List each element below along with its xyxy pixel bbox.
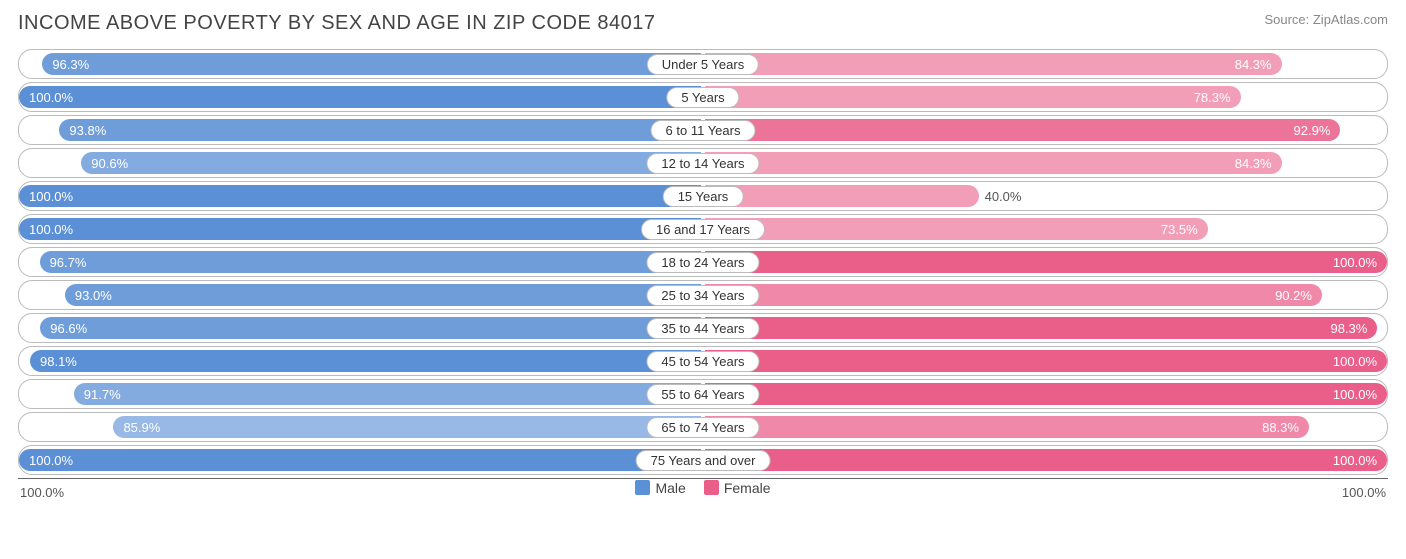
chart-row: 100.0% 40.0% 15 Years [18,181,1388,211]
male-bar: 85.9% [113,416,701,438]
chart-row: 96.3%84.3%Under 5 Years [18,49,1388,79]
axis-right-label: 100.0% [1342,485,1386,500]
chart-row: 98.1%100.0%45 to 54 Years [18,346,1388,376]
male-half: 90.6% [19,149,703,177]
female-bar: 92.9% [705,119,1340,141]
female-bar: 100.0% [705,350,1387,372]
female-bar: 78.3% [705,86,1241,108]
chart-row: 93.8%92.9%6 to 11 Years [18,115,1388,145]
chart-row: 100.0%78.3%5 Years [18,82,1388,112]
category-label: 45 to 54 Years [646,351,759,372]
female-half: 90.2% [703,281,1387,309]
female-bar: 84.3% [705,53,1282,75]
female-half: 84.3% [703,149,1387,177]
male-half: 93.8% [19,116,703,144]
male-bar: 100.0% [19,449,701,471]
female-value-label: 40.0% [985,189,1022,204]
category-label: 18 to 24 Years [646,252,759,273]
male-bar: 96.7% [40,251,701,273]
category-label: 55 to 64 Years [646,384,759,405]
legend-female: Female [704,480,771,496]
chart-row: 100.0%73.5%16 and 17 Years [18,214,1388,244]
female-half: 100.0% [703,248,1387,276]
chart-rows: 96.3%84.3%Under 5 Years100.0%78.3%5 Year… [18,49,1388,479]
poverty-diverging-bar-chart: INCOME ABOVE POVERTY BY SEX AND AGE IN Z… [0,0,1406,508]
male-swatch [635,480,650,495]
chart-row: 90.6%84.3%12 to 14 Years [18,148,1388,178]
chart-row: 93.0%90.2%25 to 34 Years [18,280,1388,310]
category-label: 35 to 44 Years [646,318,759,339]
male-bar: 100.0% [19,86,701,108]
male-half: 91.7% [19,380,703,408]
legend-female-label: Female [724,480,771,496]
female-bar: 100.0% [705,449,1387,471]
male-half: 100.0% [19,215,703,243]
axis-left-label: 100.0% [20,485,64,500]
chart-row: 85.9%88.3%65 to 74 Years [18,412,1388,442]
female-half: 73.5% [703,215,1387,243]
header-row: INCOME ABOVE POVERTY BY SEX AND AGE IN Z… [18,12,1388,35]
category-label: 12 to 14 Years [646,153,759,174]
female-bar [705,185,979,207]
female-half: 78.3% [703,83,1387,111]
male-half: 100.0% [19,182,703,210]
male-bar: 93.0% [65,284,701,306]
chart-row: 96.7%100.0%18 to 24 Years [18,247,1388,277]
category-label: 15 Years [663,186,744,207]
female-half: 100.0% [703,347,1387,375]
female-half: 98.3% [703,314,1387,342]
male-bar: 96.6% [40,317,701,339]
male-half: 100.0% [19,446,703,474]
male-bar: 93.8% [59,119,701,141]
category-label: 6 to 11 Years [651,120,756,141]
female-half: 92.9% [703,116,1387,144]
source-attribution: Source: ZipAtlas.com [1264,12,1388,27]
female-half: 88.3% [703,413,1387,441]
male-bar: 100.0% [19,218,701,240]
category-label: 5 Years [666,87,739,108]
male-bar: 100.0% [19,185,701,207]
male-half: 96.6% [19,314,703,342]
category-label: Under 5 Years [647,54,759,75]
female-half: 40.0% [703,182,1387,210]
male-bar: 96.3% [42,53,701,75]
female-bar: 73.5% [705,218,1208,240]
male-bar: 98.1% [30,350,701,372]
female-bar: 100.0% [705,251,1387,273]
chart-row: 96.6%98.3%35 to 44 Years [18,313,1388,343]
chart-row: 91.7%100.0%55 to 64 Years [18,379,1388,409]
female-half: 100.0% [703,380,1387,408]
legend: Male Female [18,480,1388,496]
female-bar: 100.0% [705,383,1387,405]
chart-row: 100.0%100.0%75 Years and over [18,445,1388,475]
category-label: 65 to 74 Years [646,417,759,438]
male-half: 85.9% [19,413,703,441]
female-half: 84.3% [703,50,1387,78]
male-half: 100.0% [19,83,703,111]
female-swatch [704,480,719,495]
male-half: 93.0% [19,281,703,309]
female-half: 100.0% [703,446,1387,474]
category-label: 25 to 34 Years [646,285,759,306]
female-bar: 98.3% [705,317,1377,339]
male-bar: 90.6% [81,152,701,174]
legend-male-label: Male [655,480,685,496]
female-bar: 90.2% [705,284,1322,306]
female-bar: 88.3% [705,416,1309,438]
male-half: 98.1% [19,347,703,375]
legend-male: Male [635,480,685,496]
chart-title: INCOME ABOVE POVERTY BY SEX AND AGE IN Z… [18,12,655,35]
male-half: 96.7% [19,248,703,276]
female-bar: 84.3% [705,152,1282,174]
male-half: 96.3% [19,50,703,78]
category-label: 75 Years and over [636,450,771,471]
category-label: 16 and 17 Years [641,219,765,240]
male-bar: 91.7% [74,383,701,405]
